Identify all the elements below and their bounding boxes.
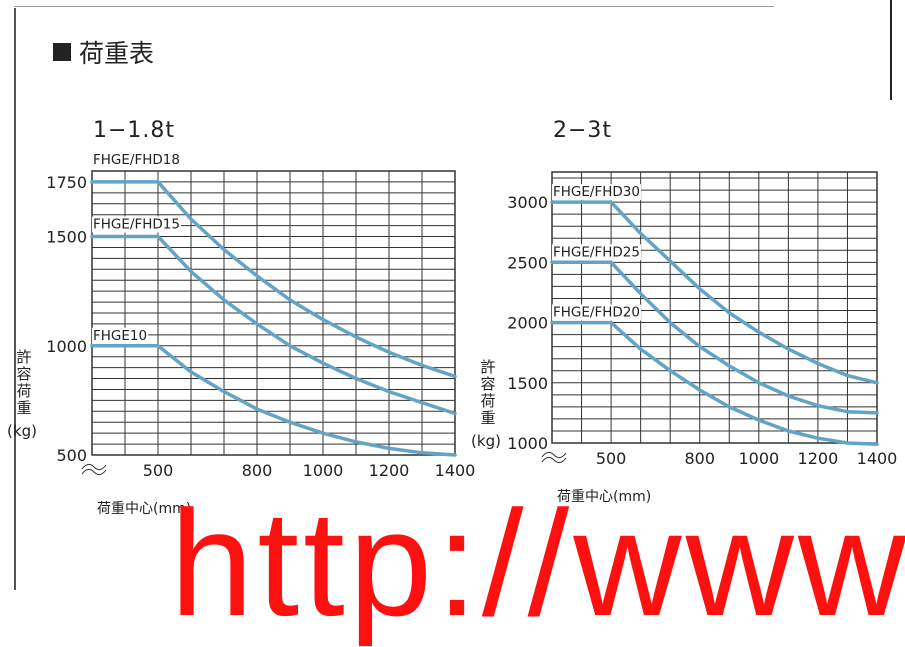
y-tick-label: 2500 [507, 253, 548, 272]
square-bullet-icon [53, 43, 71, 61]
series-line [90, 344, 457, 457]
chart-1-title: 1−1.8t [93, 118, 176, 143]
y-axis-label-char: 荷 [480, 392, 495, 410]
y-axis-label-char: 許 [16, 348, 31, 366]
series-label: FHGE/FHD25 [553, 244, 640, 260]
page-title: 荷重表 [79, 39, 155, 68]
x-tick-label: 1200 [798, 449, 839, 468]
page-heading: 荷重表 [53, 34, 154, 70]
frame-right-line [890, 0, 892, 100]
y-axis-label-char: 容 [16, 365, 31, 383]
y-axis-label-unit: (kg) [471, 432, 501, 450]
x-tick-label: 1000 [303, 461, 344, 480]
y-tick-label: 1500 [46, 228, 87, 247]
x-tick-label: 1200 [369, 461, 410, 480]
axis-break-mark [541, 451, 567, 459]
series-label: FHGE10 [93, 328, 147, 344]
x-tick-label: 500 [143, 461, 174, 480]
axis-break-mark [541, 456, 567, 464]
y-axis-label-unit: (kg) [7, 422, 37, 440]
axis-break-mark [81, 468, 107, 476]
series-line [90, 180, 457, 379]
x-tick-label: 1000 [738, 449, 779, 468]
chart-2-title: 2−3t [553, 118, 613, 143]
x-tick-label: 1400 [857, 449, 898, 468]
y-tick-label: 500 [56, 446, 87, 465]
x-tick-label: 800 [684, 449, 715, 468]
axis-break-mark [81, 463, 107, 471]
y-tick-label: 1750 [46, 173, 87, 192]
frame-top-line [14, 6, 774, 7]
y-axis-label-char: 荷 [16, 382, 31, 400]
series-label-background [92, 327, 149, 344]
series-label: FHGE/FHD15 [93, 217, 180, 233]
series-label: FHGE/FHD20 [553, 305, 640, 321]
series-line [550, 320, 879, 446]
y-tick-label: 1000 [507, 434, 548, 453]
watermark-text: http://www [170, 479, 905, 647]
y-axis-label-char: 重 [480, 409, 495, 427]
y-axis-label-char: 重 [16, 399, 31, 417]
plot-border [91, 170, 456, 456]
series-line [550, 260, 879, 415]
y-tick-label: 1500 [507, 374, 548, 393]
series-label-background [92, 216, 181, 233]
y-tick-label: 2000 [507, 314, 548, 333]
series-line [550, 200, 879, 385]
x-tick-label: 1400 [435, 461, 476, 480]
series-label: FHGE/FHD30 [553, 184, 640, 200]
series-line [90, 234, 457, 416]
series-label-background [92, 151, 181, 168]
y-axis-label-char: 許 [480, 358, 495, 376]
series-label-background [552, 244, 641, 261]
series-label-background [552, 184, 641, 201]
x-tick-label: 500 [596, 449, 627, 468]
y-axis-label-char: 容 [480, 375, 495, 393]
y-tick-label: 1000 [46, 337, 87, 356]
load-charts: 500 800 1000 1200 1400 500 1000 1500 1750 荷重中心(mm… [7, 151, 898, 517]
frame-left-line [14, 8, 16, 590]
series-label: FHGE/FHD18 [93, 152, 180, 168]
series-label-background [552, 304, 641, 321]
x-tick-label: 800 [242, 461, 273, 480]
y-tick-label: 3000 [507, 193, 548, 212]
x-axis-label: 荷重中心(mm) [97, 501, 191, 517]
x-axis-label: 荷重中心(mm) [557, 489, 651, 505]
